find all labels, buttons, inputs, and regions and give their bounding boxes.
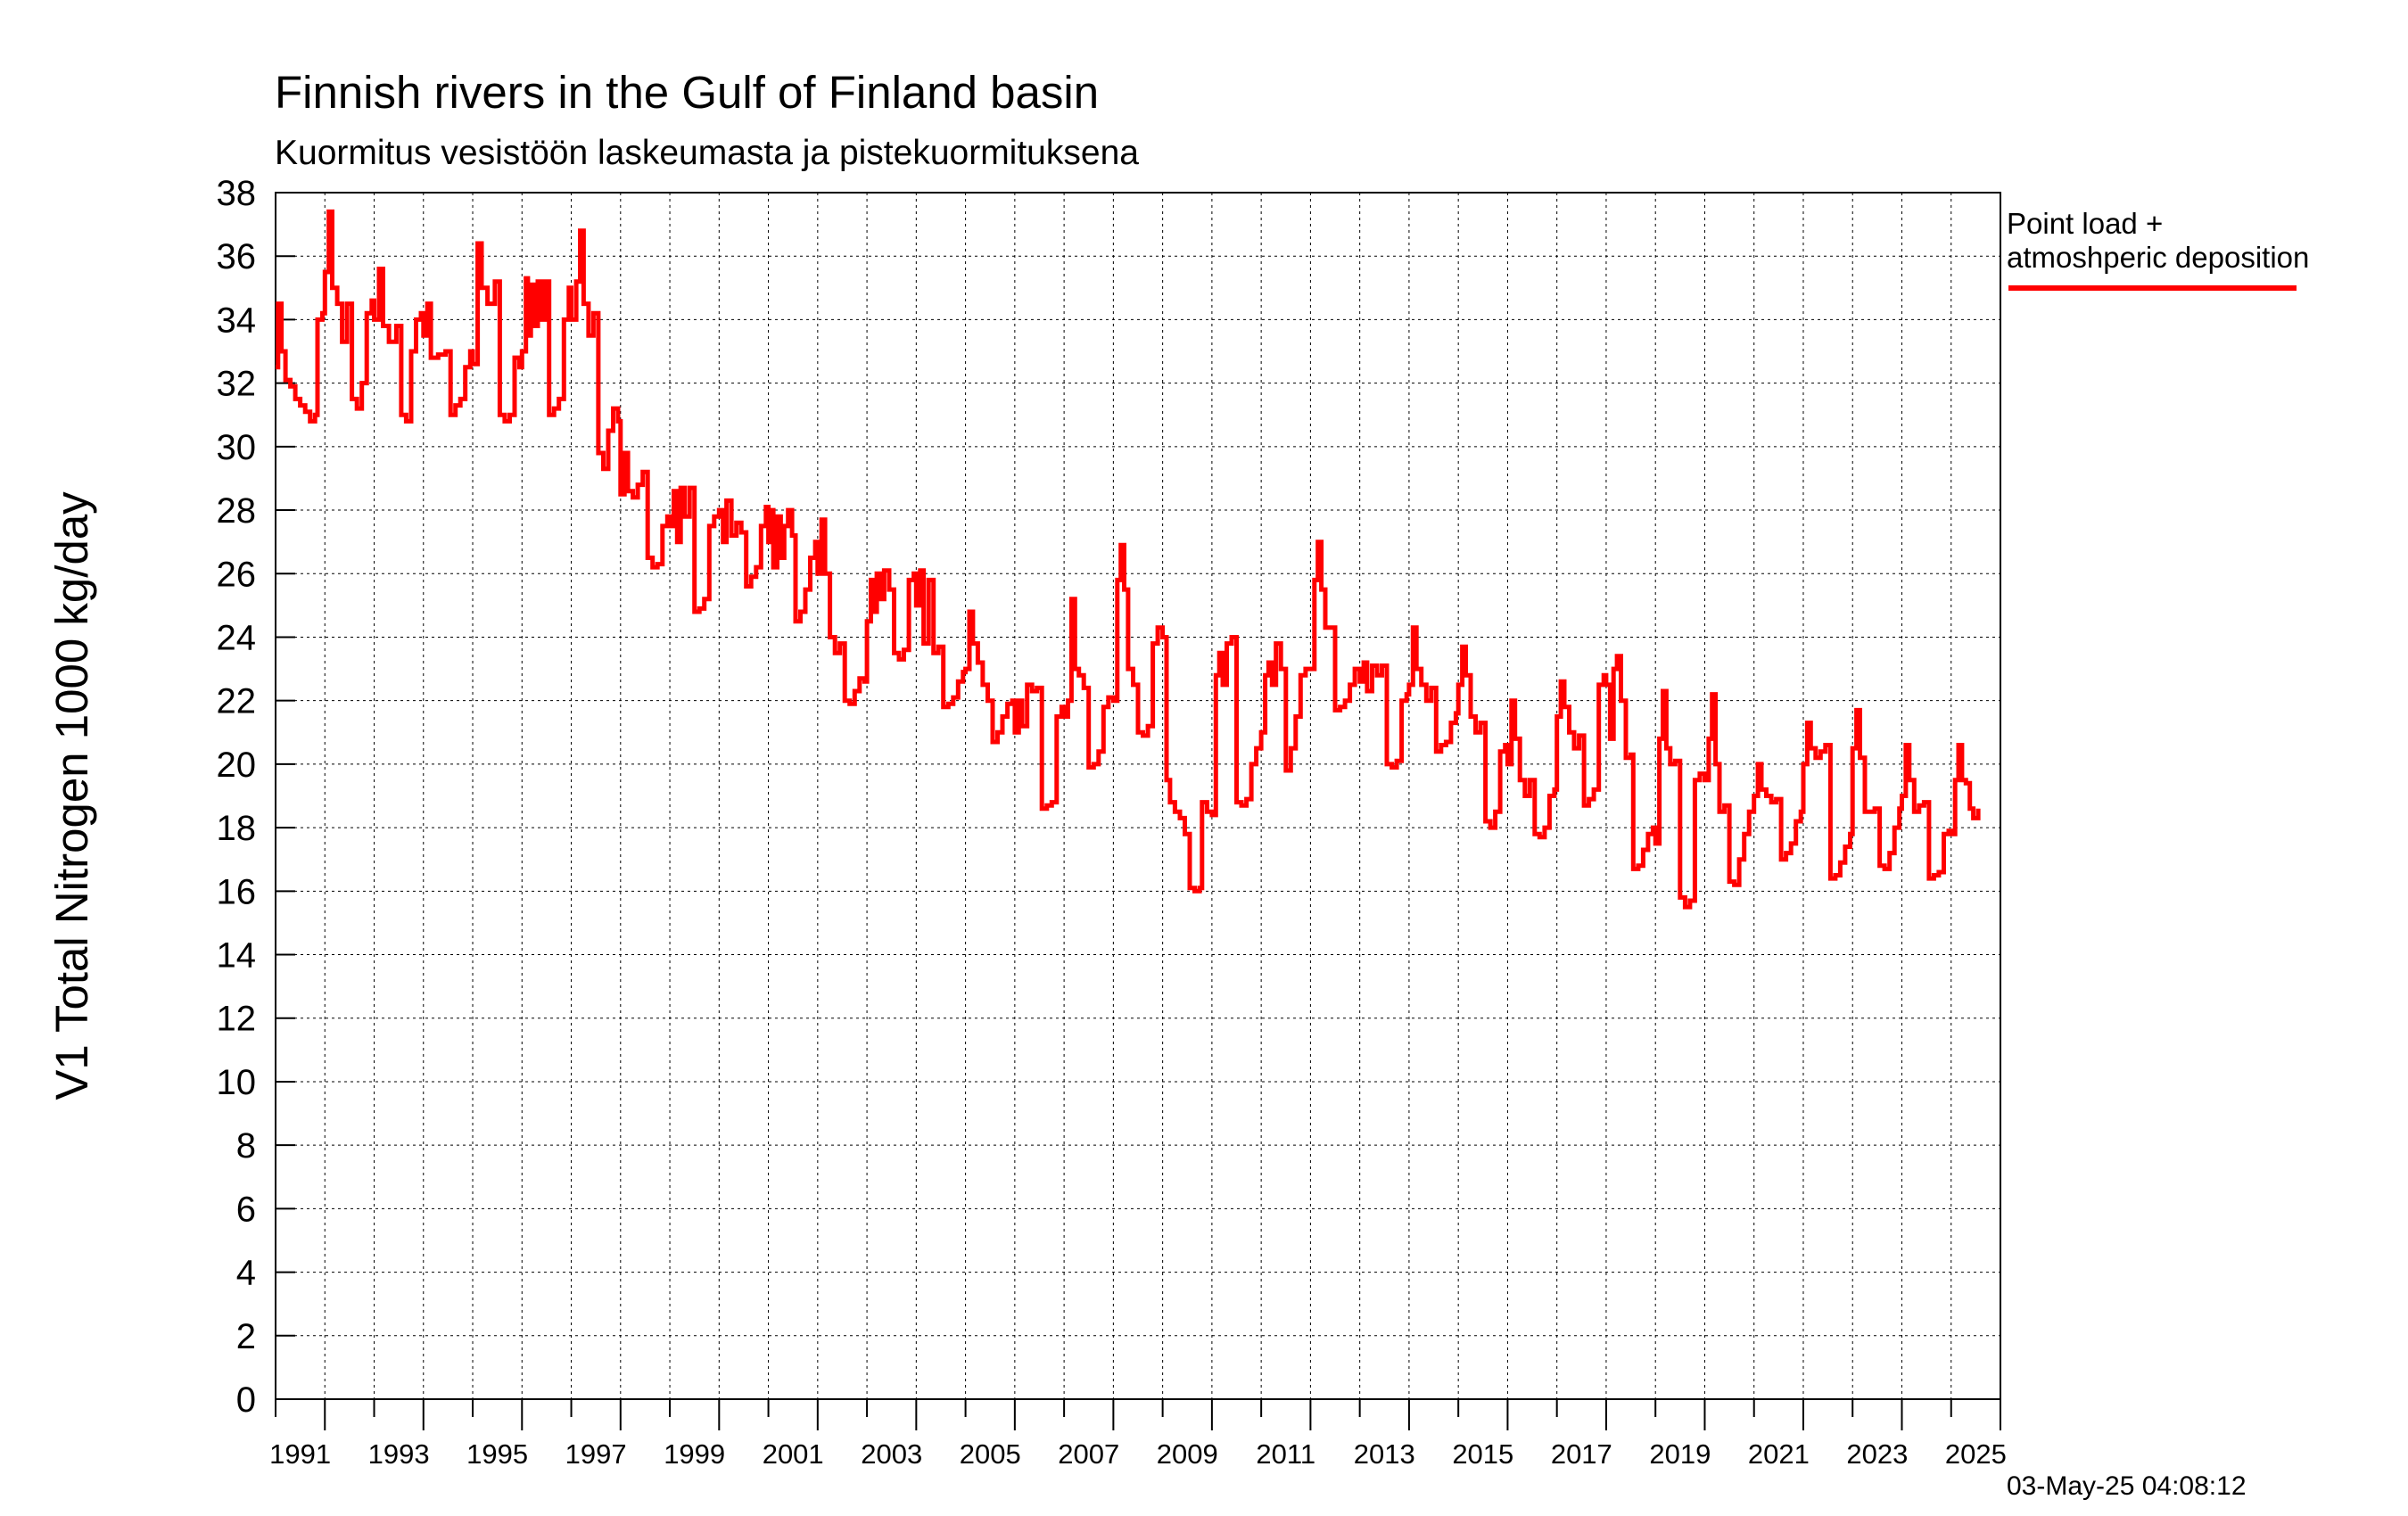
- y-tick-label: 26: [217, 555, 257, 594]
- legend-label-line-1: Point load +: [2007, 207, 2164, 240]
- timestamp: 03-May-25 04:08:12: [2007, 1471, 2247, 1501]
- x-tick-label: 2007: [1058, 1438, 1119, 1470]
- y-tick-label: 36: [217, 237, 257, 276]
- x-tick-label: 2021: [1748, 1438, 1810, 1470]
- y-tick-label: 18: [217, 809, 257, 848]
- x-tick-label: 2015: [1452, 1438, 1513, 1470]
- y-tick-label: 2: [236, 1317, 256, 1356]
- x-tick-label: 2005: [960, 1438, 1021, 1470]
- x-tick-label: 1997: [565, 1438, 627, 1470]
- y-tick-label: 0: [236, 1380, 256, 1420]
- series-line: [276, 209, 1981, 910]
- x-tick-label: 2013: [1354, 1438, 1415, 1470]
- legend-label-line-2: atmoshperic deposition: [2007, 241, 2310, 274]
- plot-frame: [275, 192, 2001, 1400]
- x-tick-label: 2011: [1256, 1438, 1315, 1470]
- x-tick-label: 2017: [1551, 1438, 1612, 1470]
- x-tick-label: 1995: [466, 1438, 528, 1470]
- x-tick-label: 2023: [1846, 1438, 1908, 1470]
- y-tick-label: 6: [236, 1190, 256, 1229]
- y-tick-label: 30: [217, 428, 257, 467]
- y-axis-label: V1 Total Nitrogen 1000 kg/day: [46, 491, 97, 1100]
- y-tick-label: 12: [217, 1000, 257, 1039]
- y-tick-label: 10: [217, 1063, 257, 1102]
- x-tick-label: 1993: [368, 1438, 430, 1470]
- y-tick-label: 22: [217, 682, 257, 721]
- x-tick-label: 2003: [861, 1438, 922, 1470]
- y-tick-label: 32: [217, 365, 257, 404]
- y-tick-label: 16: [217, 872, 257, 911]
- chart-title: Finnish rivers in the Gulf of Finland ba…: [275, 67, 1100, 118]
- y-tick-label: 28: [217, 491, 257, 531]
- x-tick-label: 1991: [269, 1438, 331, 1470]
- x-tick-label: 2019: [1649, 1438, 1711, 1470]
- x-tick-label: 2025: [1945, 1438, 2007, 1470]
- x-tick-label: 1999: [664, 1438, 725, 1470]
- y-tick-label: 38: [217, 174, 257, 213]
- y-tick-label: 8: [236, 1126, 256, 1166]
- y-tick-label: 34: [217, 301, 257, 340]
- y-tick-label: 14: [217, 936, 257, 976]
- x-tick-label: 2001: [763, 1438, 824, 1470]
- y-tick-label: 24: [217, 618, 257, 657]
- y-tick-label: 4: [236, 1254, 256, 1293]
- y-tick-label: 20: [217, 746, 257, 785]
- chart-subtitle: Kuormitus vesistöön laskeumasta ja piste…: [275, 134, 1139, 172]
- x-tick-label: 2009: [1157, 1438, 1218, 1470]
- legend-label: Point load + atmoshperic deposition: [2007, 207, 2309, 275]
